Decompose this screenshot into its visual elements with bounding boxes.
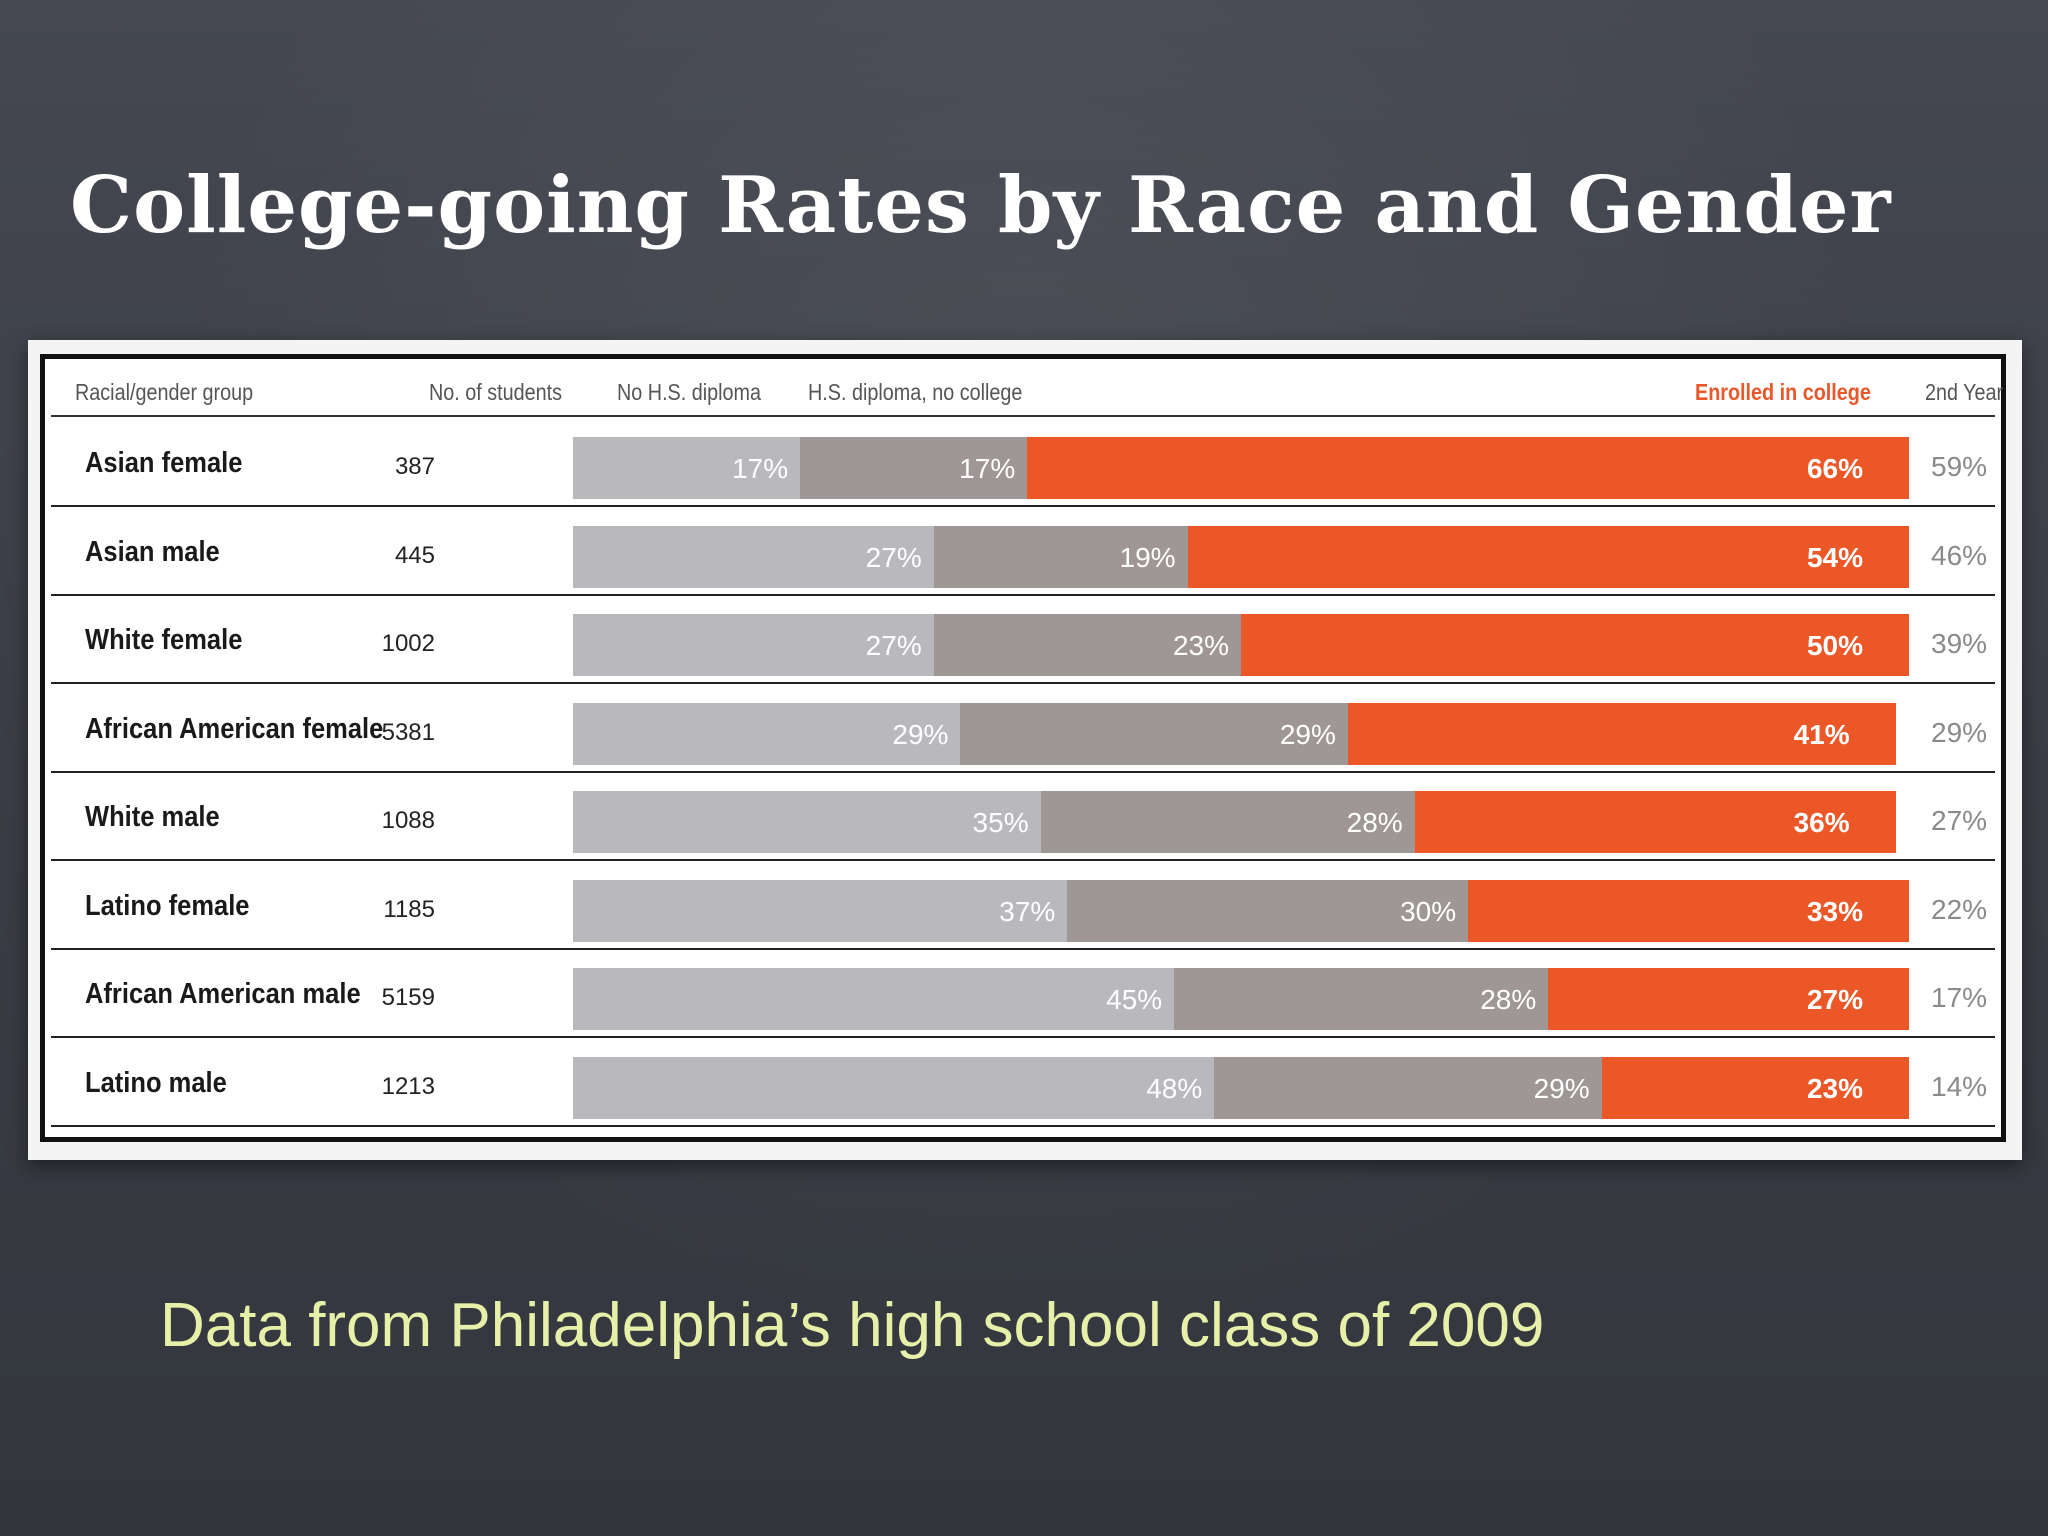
bar-enrolled: 36% bbox=[1414, 791, 1896, 853]
data-label: 28% bbox=[1480, 984, 1537, 1015]
bar-enrolled: 33% bbox=[1468, 879, 1909, 942]
student-count: 387 bbox=[394, 453, 435, 480]
data-label: 48% bbox=[1146, 1072, 1203, 1104]
group-label: African American male bbox=[85, 978, 361, 1010]
group-label: Asian male bbox=[85, 535, 220, 568]
data-label: 27% bbox=[1806, 984, 1863, 1015]
bar-no-diploma: 17% bbox=[573, 437, 801, 499]
chart-table: Racial/gender group No. of students No H… bbox=[40, 354, 2006, 1142]
header-no-college: H.S. diploma, no college bbox=[808, 379, 1023, 405]
data-label: 35% bbox=[972, 807, 1029, 838]
data-label: 54% bbox=[1806, 541, 1863, 573]
student-count: 1185 bbox=[383, 895, 435, 923]
data-label: 19% bbox=[1119, 541, 1176, 573]
student-count: 5381 bbox=[381, 718, 435, 746]
second-year-value: 46% bbox=[1931, 539, 1988, 571]
bar-no-college: 28% bbox=[1174, 968, 1549, 1030]
student-count: 1213 bbox=[381, 1072, 435, 1100]
bar-enrolled: 54% bbox=[1187, 525, 1909, 588]
bar-no-college: 23% bbox=[933, 614, 1241, 676]
data-label: 33% bbox=[1806, 895, 1863, 927]
data-label: 30% bbox=[1400, 895, 1457, 927]
header-no-diploma: No H.S. diploma bbox=[617, 379, 762, 405]
group-label: White female bbox=[85, 624, 243, 656]
group-label: Latino male bbox=[85, 1066, 227, 1099]
second-year-value: 14% bbox=[1931, 1070, 1988, 1102]
slide-title: College-going Rates by Race and Gender bbox=[70, 160, 1892, 251]
second-year-value: 29% bbox=[1931, 716, 1988, 748]
row-divider bbox=[51, 947, 1995, 950]
data-label: 29% bbox=[1279, 718, 1336, 750]
data-label: 23% bbox=[1172, 630, 1229, 661]
row-divider bbox=[51, 1124, 1995, 1127]
row-divider bbox=[51, 682, 1995, 684]
header-enrolled: Enrolled in college bbox=[1695, 379, 1871, 405]
row-divider bbox=[51, 859, 1995, 861]
slide-subtitle: Data from Philadelphia’s high school cla… bbox=[160, 1291, 1545, 1360]
header-group: Racial/gender group bbox=[75, 379, 254, 405]
row-divider bbox=[51, 593, 1995, 596]
bar-enrolled: 23% bbox=[1601, 1056, 1909, 1119]
student-count: 1002 bbox=[381, 630, 435, 657]
data-label: 29% bbox=[892, 718, 949, 750]
second-year-value: 22% bbox=[1931, 893, 1988, 925]
student-count: 445 bbox=[394, 541, 435, 569]
group-label: Latino female bbox=[85, 889, 250, 922]
bar-enrolled: 41% bbox=[1347, 702, 1896, 765]
table-row: White female 1002 27% 23% 50% 39% bbox=[51, 596, 1995, 684]
table-row: Asian female 387 17% 17% 66% 59% bbox=[51, 419, 1995, 507]
row-divider bbox=[51, 505, 1995, 507]
header-second-year: 2nd Year bbox=[1925, 379, 2004, 405]
bar-no-college: 19% bbox=[933, 525, 1188, 588]
bar-no-college: 17% bbox=[800, 437, 1028, 499]
data-label: 28% bbox=[1346, 807, 1403, 838]
bar-no-college: 28% bbox=[1040, 791, 1415, 853]
data-label: 45% bbox=[1106, 984, 1163, 1015]
bar-no-diploma: 37% bbox=[573, 879, 1068, 942]
table-row: African American male 5159 45% 28% 27% 17% bbox=[51, 950, 1995, 1038]
group-label: African American female bbox=[85, 712, 384, 745]
bar-no-diploma: 27% bbox=[573, 525, 934, 588]
data-label: 66% bbox=[1806, 453, 1863, 484]
table-row: Latino female 1185 37% 30% 33% 22% bbox=[51, 862, 1995, 950]
row-divider bbox=[51, 1036, 1995, 1038]
group-label: Asian female bbox=[85, 447, 243, 479]
bar-enrolled: 66% bbox=[1027, 437, 1909, 499]
header-students: No. of students bbox=[429, 379, 563, 405]
data-label: 41% bbox=[1793, 718, 1850, 750]
data-label: 29% bbox=[1533, 1072, 1590, 1104]
bar-no-diploma: 48% bbox=[573, 1056, 1215, 1119]
row-divider bbox=[51, 770, 1995, 773]
second-year-value: 27% bbox=[1931, 805, 1988, 836]
table-row: White male 1088 35% 28% 36% 27% bbox=[51, 773, 1995, 861]
bar-no-college: 30% bbox=[1067, 879, 1469, 942]
bar-no-college: 29% bbox=[1214, 1056, 1602, 1119]
table-row: Latino male 1213 48% 29% 23% 14% bbox=[51, 1039, 1995, 1127]
bar-enrolled: 27% bbox=[1548, 968, 1909, 1030]
data-label: 36% bbox=[1793, 807, 1850, 838]
bar-enrolled: 50% bbox=[1241, 614, 1909, 676]
student-count: 1088 bbox=[381, 807, 435, 834]
table-row: African American female 5381 29% 29% 41% 29% bbox=[51, 685, 1995, 773]
chart-card: Racial/gender group No. of students No H… bbox=[28, 340, 2022, 1160]
data-label: 27% bbox=[865, 541, 922, 573]
second-year-value: 59% bbox=[1931, 451, 1988, 482]
header-rule bbox=[51, 415, 1995, 417]
data-label: 23% bbox=[1806, 1072, 1863, 1104]
bar-no-diploma: 35% bbox=[573, 791, 1041, 853]
bar-no-diploma: 27% bbox=[573, 614, 934, 676]
data-label: 37% bbox=[999, 895, 1056, 927]
student-count: 5159 bbox=[381, 984, 435, 1011]
second-year-value: 17% bbox=[1931, 982, 1988, 1013]
bar-no-college: 29% bbox=[960, 702, 1348, 765]
data-label: 50% bbox=[1806, 630, 1863, 661]
data-label: 27% bbox=[865, 630, 922, 661]
group-label: White male bbox=[85, 801, 220, 833]
second-year-value: 39% bbox=[1931, 628, 1988, 659]
data-label: 17% bbox=[959, 453, 1016, 484]
bar-no-diploma: 45% bbox=[573, 968, 1175, 1030]
bar-no-diploma: 29% bbox=[573, 702, 961, 765]
data-label: 17% bbox=[732, 453, 789, 484]
table-row: Asian male 445 27% 19% 54% 46% bbox=[51, 508, 1995, 596]
